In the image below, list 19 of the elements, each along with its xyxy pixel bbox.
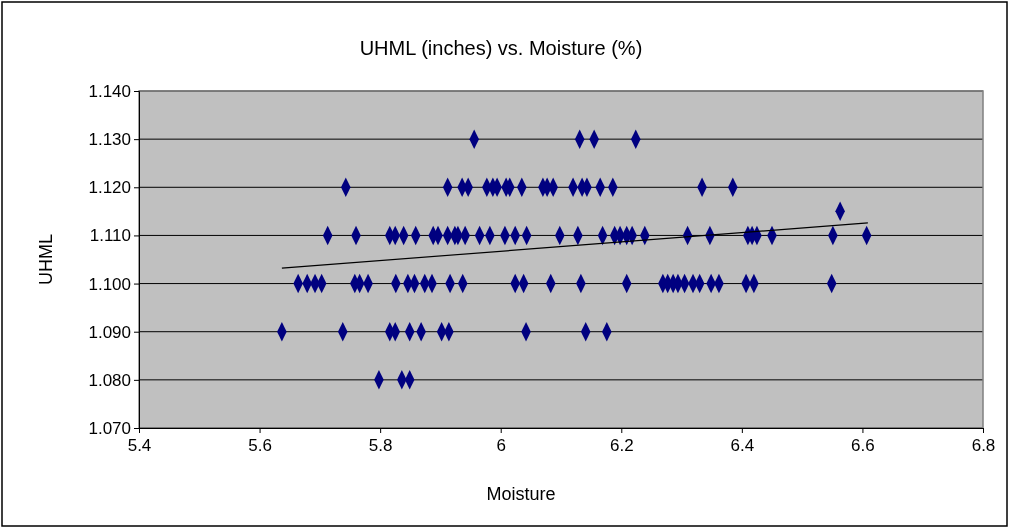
y-tick-label: 1.100 (88, 274, 131, 294)
y-tick-label: 1.070 (88, 418, 131, 438)
y-tick-label: 1.140 (88, 81, 131, 101)
y-tick-label: 1.120 (88, 178, 131, 198)
y-axis-title: UHML (36, 233, 56, 286)
x-tick-label: 6 (496, 436, 506, 456)
x-tick-label: 6.4 (730, 436, 755, 456)
x-tick-label: 5.4 (127, 436, 152, 456)
y-tick-label: 1.110 (89, 226, 131, 246)
x-tick-label: 6.2 (609, 436, 634, 456)
x-tick-label: 6.8 (971, 436, 996, 456)
y-tick-label: 1.090 (88, 322, 131, 342)
y-tick-label: 1.130 (88, 130, 131, 150)
y-tick-label: 1.080 (88, 370, 131, 390)
x-axis-title: Moisture (486, 484, 556, 504)
x-tick-label: 5.6 (248, 436, 272, 456)
x-tick-label: 5.8 (368, 436, 393, 456)
x-tick-label: 6.6 (851, 436, 875, 456)
chart-title: UHML (inches) vs. Moisture (%) (359, 37, 643, 59)
